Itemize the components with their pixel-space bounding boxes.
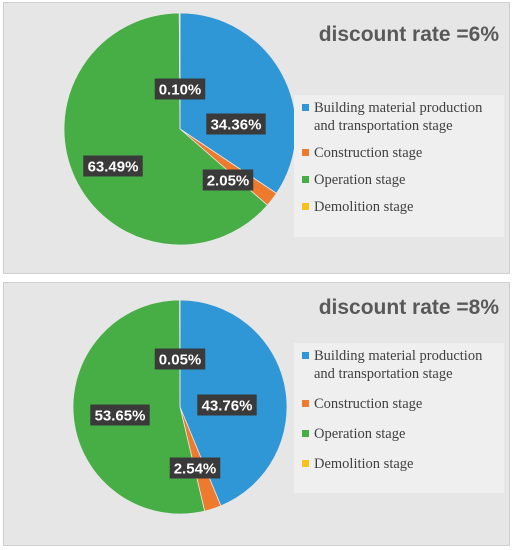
data-label-bg bbox=[154, 78, 206, 100]
legend-label: and transportation stage bbox=[314, 118, 453, 134]
legend-swatch bbox=[302, 460, 309, 467]
data-label-bg bbox=[202, 169, 254, 191]
legend-swatch bbox=[302, 352, 309, 359]
legend-swatch bbox=[302, 149, 309, 156]
pie-chart-8pct: 43.76% 2.54% 53.65% 0.05% bbox=[72, 299, 288, 515]
legend-label: Construction stage bbox=[314, 145, 423, 161]
data-label-text: 0.05% bbox=[159, 352, 202, 369]
data-label-text: 53.65% bbox=[95, 408, 146, 425]
legend-item: Construction stage bbox=[302, 395, 500, 413]
legend: Building material production and transpor… bbox=[294, 343, 504, 493]
data-label: 2.54% bbox=[169, 457, 221, 479]
legend-item: Operation stage bbox=[302, 171, 500, 189]
chart-title: discount rate =8% bbox=[318, 296, 499, 319]
legend-label: Building material production bbox=[314, 100, 483, 116]
legend-swatch bbox=[302, 104, 309, 111]
chart-panel-8pct: 43.76% 2.54% 53.65% 0.05% discount rate =8%… bbox=[3, 282, 510, 546]
data-label: 2.05% bbox=[202, 169, 254, 191]
data-label: 63.49% bbox=[83, 155, 143, 177]
legend-label: Building material production bbox=[314, 348, 483, 364]
legend-item: Building material production and transpor… bbox=[302, 347, 500, 383]
legend: Building material production and transpor… bbox=[294, 95, 504, 237]
data-label-text: 43.76% bbox=[202, 398, 253, 415]
data-label: 0.05% bbox=[154, 348, 206, 370]
legend-label: Operation stage bbox=[314, 172, 406, 188]
data-label-bg bbox=[206, 113, 266, 135]
legend-swatch bbox=[302, 430, 309, 437]
legend-item: Construction stage bbox=[302, 144, 500, 162]
legend-label: Demolition stage bbox=[314, 199, 414, 215]
legend-label: and transportation stage bbox=[314, 366, 453, 382]
data-label-bg bbox=[154, 348, 206, 370]
pie-chart-6pct: 34.36% 2.05% 63.49% 0.10% bbox=[63, 12, 297, 246]
data-label-text: 0.10% bbox=[159, 82, 202, 99]
data-label: 53.65% bbox=[90, 404, 150, 426]
legend-item: Demolition stage bbox=[302, 455, 500, 473]
data-label-text: 2.05% bbox=[207, 173, 250, 190]
data-label: 34.36% bbox=[206, 113, 266, 135]
data-label-text: 2.54% bbox=[174, 461, 217, 478]
legend-swatch bbox=[302, 400, 309, 407]
legend-swatch bbox=[302, 203, 309, 210]
data-label-bg bbox=[90, 404, 150, 426]
legend-swatch bbox=[302, 176, 309, 183]
data-label-text: 34.36% bbox=[211, 117, 262, 134]
legend-item: Demolition stage bbox=[302, 198, 500, 216]
chart-title: discount rate =6% bbox=[318, 23, 499, 46]
legend-label: Operation stage bbox=[314, 426, 406, 442]
data-label: 43.76% bbox=[197, 394, 257, 416]
data-label: 0.10% bbox=[154, 78, 206, 100]
legend-label: Construction stage bbox=[314, 396, 423, 412]
chart-panel-6pct: 34.36% 2.05% 63.49% 0.10% discount rate =6%… bbox=[3, 2, 510, 274]
slice-demolition bbox=[178, 12, 181, 130]
legend-item: Operation stage bbox=[302, 425, 500, 443]
legend-label: Demolition stage bbox=[314, 456, 414, 472]
data-label-bg bbox=[83, 155, 143, 177]
data-label-bg bbox=[169, 457, 221, 479]
data-label-text: 63.49% bbox=[88, 159, 139, 176]
legend-item: Building material production and transpor… bbox=[302, 99, 500, 135]
data-label-bg bbox=[197, 394, 257, 416]
